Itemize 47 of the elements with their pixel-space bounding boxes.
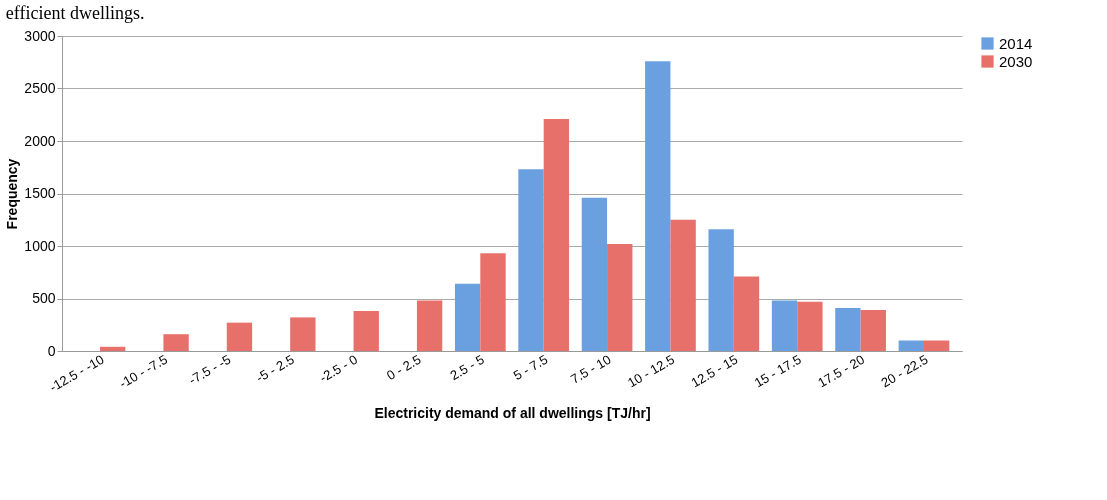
bar <box>290 317 316 351</box>
bar <box>898 340 924 351</box>
x-tick-label: -5 - 2.5 <box>253 351 297 386</box>
x-tick-label: 0 - 2.5 <box>384 351 424 384</box>
legend-label: 2014 <box>999 34 1033 52</box>
bar <box>923 340 950 351</box>
bar <box>226 322 253 351</box>
x-tick-label: -10 - -7.5 <box>116 351 170 392</box>
bar <box>416 300 443 351</box>
bar <box>733 276 760 351</box>
y-axis-title: Frequency <box>4 158 21 230</box>
bar <box>100 346 126 351</box>
x-tick-label: -2.5 - 0 <box>316 351 361 386</box>
bar <box>607 243 633 351</box>
y-tick-label: 500 <box>32 290 56 306</box>
bar <box>771 300 798 351</box>
x-tick-label: 5 - 7.5 <box>510 351 551 384</box>
y-tick-label: 2000 <box>24 132 56 149</box>
legend-label: 2030 <box>999 52 1033 70</box>
y-tick-label: 3000 <box>24 27 56 44</box>
y-tick-label: 0 <box>47 342 56 359</box>
y-tick-label: 2500 <box>24 80 56 96</box>
x-axis-title: Electricity demand of all dwellings [TJ/hr] <box>374 404 651 421</box>
x-tick-label: 12.5 - 15 <box>688 351 741 391</box>
bar <box>480 253 506 351</box>
x-tick-label: 15 - 17.5 <box>751 351 804 391</box>
bar <box>670 219 696 351</box>
bar <box>163 334 189 351</box>
x-tick-label: 7.5 - 10 <box>567 351 614 387</box>
bar <box>518 169 544 351</box>
x-tick-label: 17.5 - 20 <box>815 351 868 391</box>
x-tick-label: -7.5 - -5 <box>186 351 234 388</box>
x-tick-label: 10 - 12.5 <box>625 351 677 391</box>
bar <box>860 310 886 351</box>
bar <box>454 283 481 351</box>
bar <box>543 118 570 351</box>
bar <box>353 311 379 351</box>
bar <box>835 307 861 351</box>
y-tick-label: 1500 <box>24 185 56 201</box>
bar <box>708 229 734 351</box>
bar <box>797 301 823 351</box>
bar <box>581 197 608 351</box>
text: efficient dwellings. <box>5 3 145 23</box>
x-tick-label: 20 - 22.5 <box>878 351 931 391</box>
bar <box>645 61 671 351</box>
x-tick-label: 2.5 - 5 <box>447 351 487 384</box>
y-tick-label: 1000 <box>24 237 56 254</box>
